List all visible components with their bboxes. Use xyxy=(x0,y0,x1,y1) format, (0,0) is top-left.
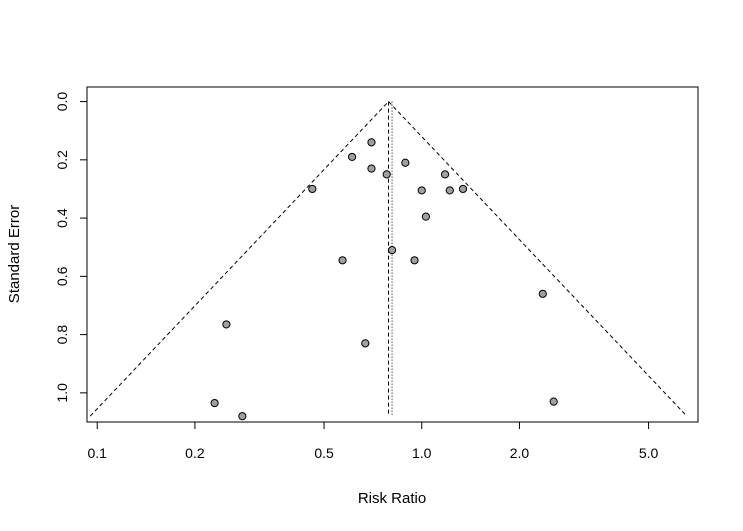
funnel-right-boundary xyxy=(388,101,688,417)
study-point xyxy=(401,158,410,167)
study-point xyxy=(421,212,431,221)
study-point xyxy=(367,138,376,147)
study-point xyxy=(367,164,376,173)
study-point xyxy=(238,412,247,421)
y-tick-label: 0.4 xyxy=(54,208,70,228)
x-tick-label: 5.0 xyxy=(639,445,659,461)
x-axis-title: Risk Ratio xyxy=(358,490,426,507)
study-point xyxy=(382,170,391,179)
x-tick-label: 1.0 xyxy=(412,445,432,461)
study-point xyxy=(417,186,426,195)
y-tick-label: 0.2 xyxy=(54,150,70,170)
data-points xyxy=(210,138,558,421)
x-tick-label: 2.0 xyxy=(510,445,530,461)
x-tick-label: 0.2 xyxy=(185,445,205,461)
study-point xyxy=(387,246,397,255)
funnel-lines xyxy=(89,101,688,417)
y-axis: 0.0 0.2 0.4 0.6 0.8 1.0 xyxy=(54,92,88,403)
y-tick-label: 0.8 xyxy=(54,325,70,345)
study-point xyxy=(347,152,357,162)
study-point xyxy=(308,184,317,194)
study-point xyxy=(445,186,454,195)
study-point xyxy=(338,256,347,265)
study-point xyxy=(410,256,419,265)
study-point xyxy=(458,184,468,194)
study-point xyxy=(210,398,219,408)
y-tick-label: 1.0 xyxy=(54,383,70,403)
study-point xyxy=(538,289,547,298)
x-axis: 0.1 0.2 0.5 1.0 2.0 5.0 xyxy=(87,421,659,461)
x-tick-label: 0.1 xyxy=(87,445,107,461)
y-tick-label: 0.0 xyxy=(54,92,70,112)
study-point xyxy=(440,170,450,179)
study-point xyxy=(222,320,231,329)
study-point xyxy=(549,397,558,406)
study-point xyxy=(361,339,370,348)
y-axis-title: Standard Error xyxy=(6,205,23,303)
y-tick-label: 0.6 xyxy=(54,266,70,286)
funnel-left-boundary xyxy=(89,101,389,417)
x-tick-label: 0.5 xyxy=(314,445,334,461)
